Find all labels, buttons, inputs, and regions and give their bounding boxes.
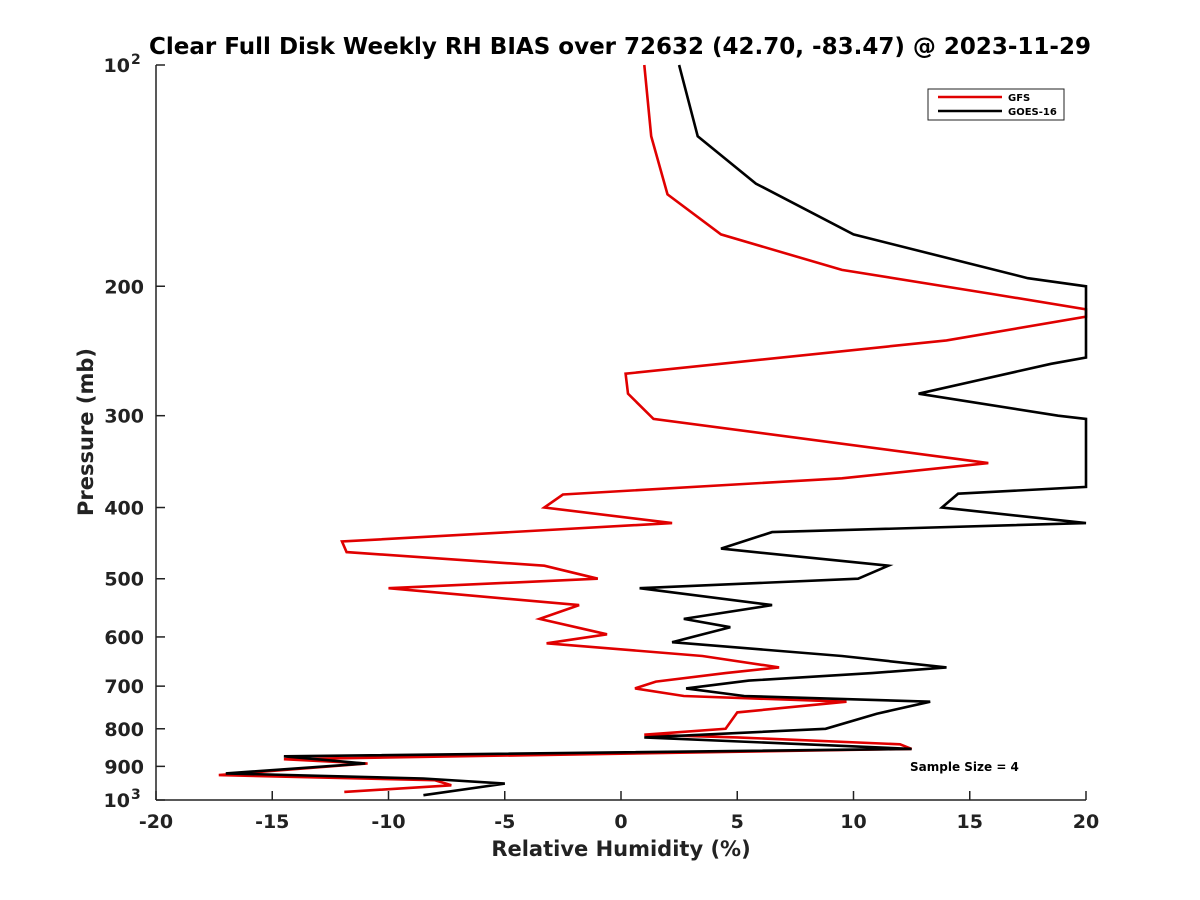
legend: GFS GOES-16 [927, 88, 1065, 121]
x-tick-label: 15 [957, 811, 983, 833]
x-ticks: -20 -15 -10 -5 0 5 10 15 20 [139, 791, 1099, 833]
plot-area: -20 -15 -10 -5 0 5 10 15 20 10 220030040050060070… [104, 52, 1100, 833]
x-tick-label: -20 [139, 811, 173, 833]
y-axis-label: Pressure (mb) [74, 348, 98, 516]
x-axis-label: Relative Humidity (%) [491, 837, 750, 861]
y-tick-label: 800 [104, 719, 144, 741]
x-tick-label: -10 [371, 811, 405, 833]
legend-label-goes16: GOES-16 [1008, 107, 1057, 118]
y-tick-label: 400 [104, 498, 144, 520]
x-tick-label: -5 [494, 811, 515, 833]
y-tick-label: 10 [104, 55, 130, 77]
x-tick-label: 0 [614, 811, 627, 833]
y-tick-label: 600 [104, 627, 144, 649]
series-line-gfs [218, 64, 1088, 794]
y-tick-label: 200 [104, 276, 144, 298]
x-tick-label: 5 [731, 811, 744, 833]
x-tick-label: -15 [255, 811, 289, 833]
y-tick-exponent: 3 [131, 787, 141, 803]
y-tick-label: 10 [104, 790, 130, 812]
sample-size-annotation: Sample Size = 4 [910, 760, 1019, 774]
y-tick-label: 500 [104, 569, 144, 591]
chart-title: Clear Full Disk Weekly RH BIAS over 7263… [149, 34, 1091, 60]
legend-box [927, 88, 1065, 121]
legend-label-gfs: GFS [1008, 93, 1030, 104]
x-tick-label: 20 [1073, 811, 1099, 833]
y-tick-exponent: 2 [131, 52, 141, 68]
y-tick-label: 300 [104, 406, 144, 428]
y-tick-label: 700 [104, 676, 144, 698]
series-line-goes16 [225, 64, 1088, 797]
x-tick-label: 10 [840, 811, 866, 833]
y-tick-label: 900 [104, 756, 144, 778]
series-group [218, 64, 1088, 797]
